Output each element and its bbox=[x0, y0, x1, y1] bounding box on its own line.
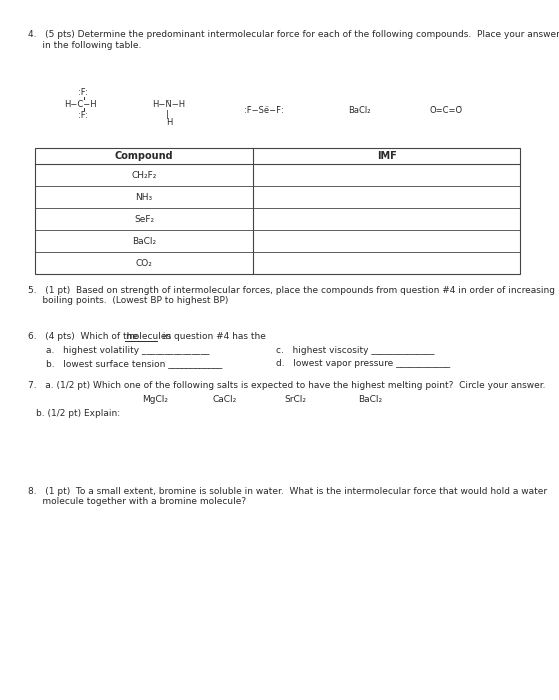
Text: 7.   a. (1/2 pt) Which one of the following salts is expected to have the highes: 7. a. (1/2 pt) Which one of the followin… bbox=[28, 381, 546, 390]
Text: Ö=C=Ö: Ö=C=Ö bbox=[430, 106, 463, 115]
Text: :F:: :F: bbox=[78, 88, 88, 97]
Text: NH₃: NH₃ bbox=[135, 193, 153, 202]
Text: CO₂: CO₂ bbox=[136, 258, 153, 267]
Text: b. (1/2 pt) Explain:: b. (1/2 pt) Explain: bbox=[36, 409, 120, 418]
Text: 5.   (1 pt)  Based on strength of intermolecular forces, place the compounds fro: 5. (1 pt) Based on strength of intermole… bbox=[28, 286, 555, 295]
Text: H: H bbox=[166, 118, 172, 127]
Text: molecules: molecules bbox=[125, 332, 171, 341]
Text: MgCl₂: MgCl₂ bbox=[142, 395, 168, 404]
Text: CaCl₂: CaCl₂ bbox=[213, 395, 237, 404]
Text: H−C−H: H−C−H bbox=[64, 100, 97, 109]
Text: BaCl₂: BaCl₂ bbox=[132, 237, 156, 246]
Text: BaCl₂: BaCl₂ bbox=[348, 106, 371, 115]
Text: |: | bbox=[166, 110, 169, 119]
Text: c.   highest viscosity ______________: c. highest viscosity ______________ bbox=[276, 346, 434, 355]
Text: molecule together with a bromine molecule?: molecule together with a bromine molecul… bbox=[28, 497, 246, 506]
Text: b.   lowest surface tension ____________: b. lowest surface tension ____________ bbox=[46, 359, 222, 368]
Text: CH₂F₂: CH₂F₂ bbox=[131, 171, 157, 179]
Text: Compound: Compound bbox=[115, 151, 173, 161]
Text: IMF: IMF bbox=[377, 151, 396, 161]
Text: BaCl₂: BaCl₂ bbox=[358, 395, 382, 404]
Text: 4.   (5 pts) Determine the predominant intermolecular force for each of the foll: 4. (5 pts) Determine the predominant int… bbox=[28, 30, 559, 39]
Text: :F̈−Së−F̈:: :F̈−Së−F̈: bbox=[244, 106, 284, 115]
Text: in the following table.: in the following table. bbox=[28, 41, 141, 50]
Text: SeF₂: SeF₂ bbox=[134, 214, 154, 223]
Text: :F:: :F: bbox=[78, 111, 88, 120]
Text: boiling points.  (Lowest BP to highest BP): boiling points. (Lowest BP to highest BP… bbox=[28, 296, 229, 305]
Bar bbox=[35, 148, 520, 274]
Text: 6.   (4 pts)  Which of the: 6. (4 pts) Which of the bbox=[28, 332, 141, 341]
Text: d.   lowest vapor pressure ____________: d. lowest vapor pressure ____________ bbox=[276, 359, 450, 368]
Text: in question #4 has the: in question #4 has the bbox=[157, 332, 266, 341]
Text: SrCl₂: SrCl₂ bbox=[284, 395, 306, 404]
Text: H−N̈−H: H−N̈−H bbox=[152, 100, 185, 109]
Text: a.   highest volatility _______________: a. highest volatility _______________ bbox=[46, 346, 210, 355]
Text: 8.   (1 pt)  To a small extent, bromine is soluble in water.  What is the interm: 8. (1 pt) To a small extent, bromine is … bbox=[28, 487, 547, 496]
